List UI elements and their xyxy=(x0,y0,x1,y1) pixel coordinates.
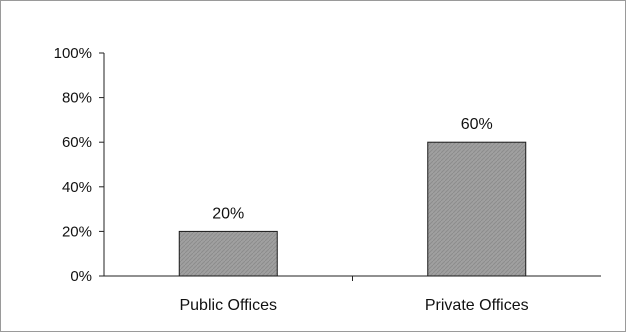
bar-private-offices xyxy=(427,141,527,277)
bars xyxy=(178,141,527,277)
labels: 0% 20% 40% 60% 80% 100% 20% Public Offices 60% Pr… xyxy=(54,45,529,314)
y-tick-label: 40% xyxy=(62,179,92,196)
data-label: 20% xyxy=(212,205,244,222)
y-tick-label: 0% xyxy=(70,268,92,285)
x-tick-label: Public Offices xyxy=(179,297,277,314)
y-tick-label: 60% xyxy=(62,134,92,151)
data-label: 60% xyxy=(461,116,493,133)
y-tick-label: 80% xyxy=(62,90,92,107)
y-tick-label: 100% xyxy=(54,45,92,62)
bar-public-offices xyxy=(178,230,278,277)
x-tick-label: Private Offices xyxy=(425,297,529,314)
y-tick-label: 20% xyxy=(62,223,92,240)
